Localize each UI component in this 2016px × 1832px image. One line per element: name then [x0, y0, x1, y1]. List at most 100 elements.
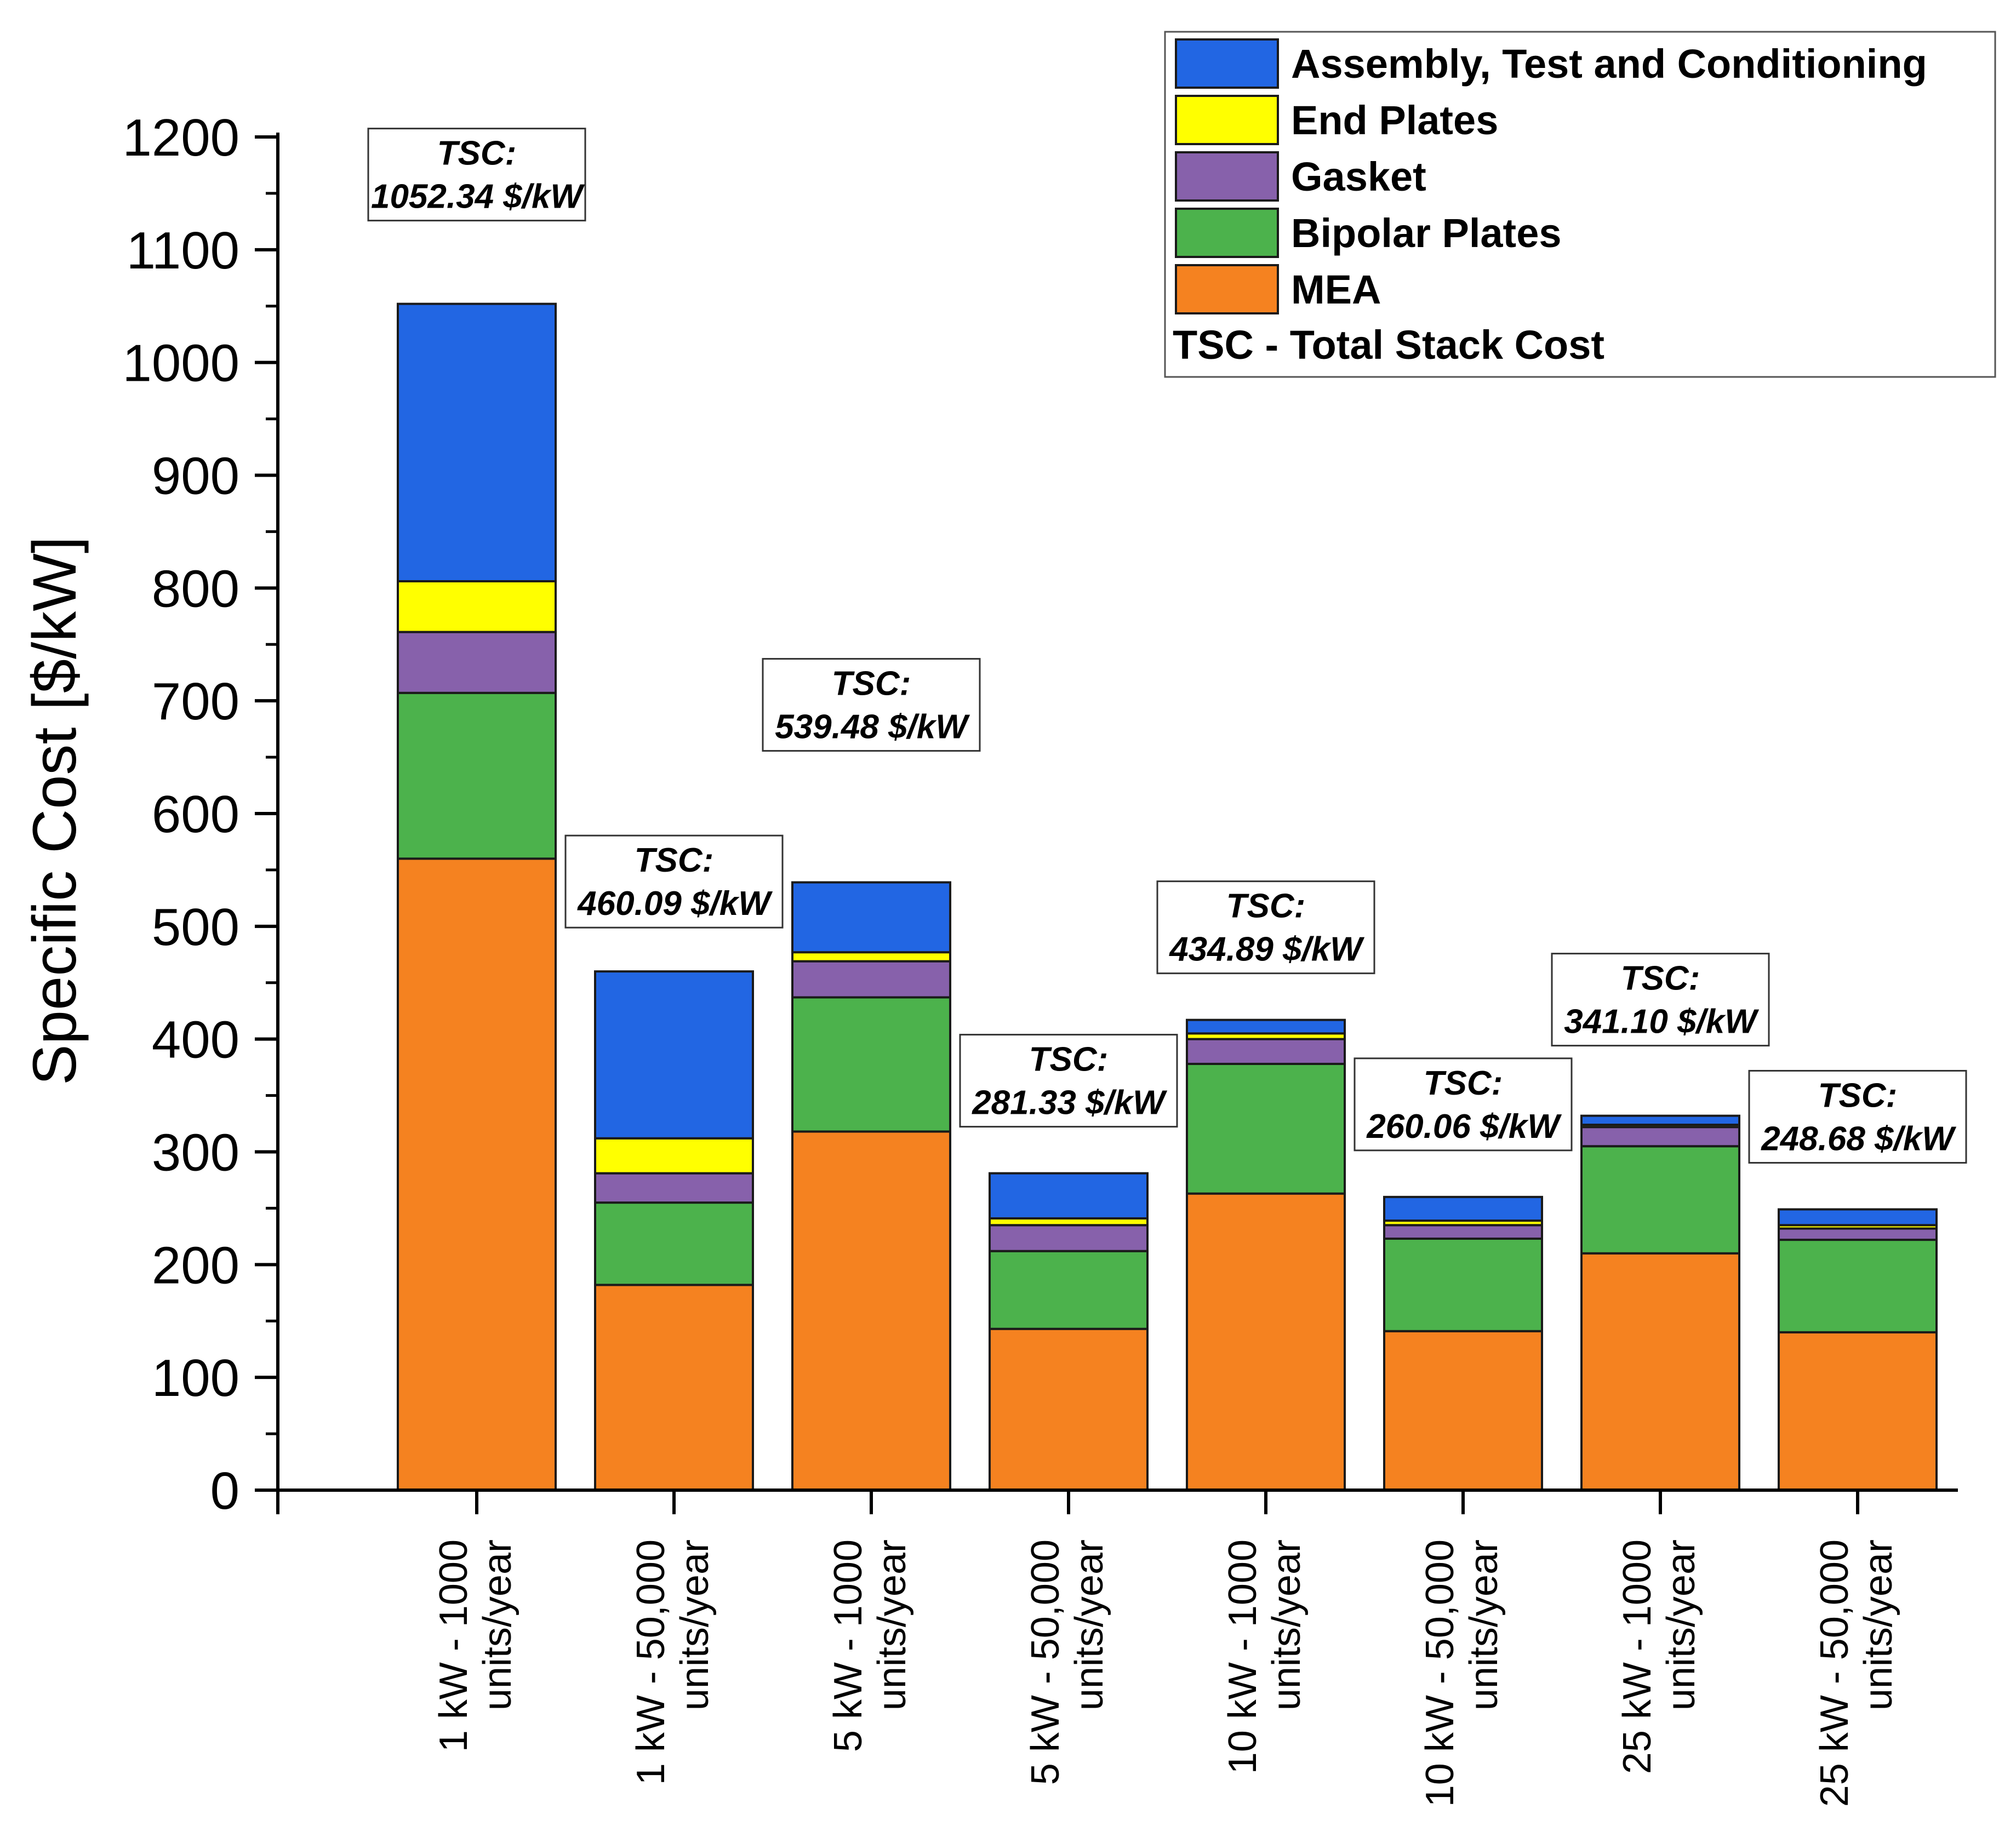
- bar-segment: [594, 970, 754, 1140]
- bar-segment: [1778, 1227, 1938, 1241]
- tsc-annotation-title: TSC:: [1818, 1077, 1898, 1114]
- bar-segment: [989, 1224, 1149, 1252]
- legend-swatch: [1175, 151, 1279, 202]
- bar-segment: [1186, 1192, 1346, 1492]
- tsc-annotation-box: [1156, 880, 1375, 975]
- tsc-annotation-value: 248.68 $/kW: [1761, 1120, 1956, 1158]
- x-tick-label: 10 kW - 50,000: [1418, 1539, 1462, 1807]
- legend: TSC - Total Stack Cost Assembly, Test an…: [1164, 31, 1996, 378]
- legend-box: [1164, 31, 1996, 378]
- tsc-annotation-value: 341.10 $/kW: [1564, 1003, 1759, 1041]
- legend-swatch: [1175, 208, 1279, 258]
- x-tick-label: 1 kW - 1000: [432, 1539, 476, 1752]
- legend-label: Gasket: [1291, 154, 1426, 199]
- tsc-annotation-title: TSC:: [635, 841, 714, 879]
- tsc-annotation-title: TSC:: [1029, 1041, 1109, 1079]
- x-tick-label: units/year: [1462, 1539, 1506, 1710]
- bar-segment: [1778, 1208, 1938, 1227]
- bar-segment: [1580, 1252, 1740, 1491]
- bar-segment: [1383, 1237, 1543, 1332]
- tsc-annotation-title: TSC:: [1424, 1064, 1503, 1102]
- y-tick-label: 700: [152, 672, 239, 731]
- bar-segment: [791, 881, 951, 954]
- bar-segment: [791, 996, 951, 1133]
- legend-label: Assembly, Test and Conditioning: [1291, 41, 1927, 87]
- tsc-annotation-box: [1551, 953, 1770, 1047]
- tsc-annotation-value: 260.06 $/kW: [1366, 1108, 1562, 1146]
- legend-swatch: [1175, 95, 1279, 145]
- bar-segment: [594, 1172, 754, 1204]
- y-tick-label: 600: [152, 785, 239, 844]
- bar-segment: [1383, 1330, 1543, 1491]
- tsc-annotation-box: [959, 1034, 1178, 1128]
- tsc-annotation-box: [1748, 1069, 1967, 1164]
- legend-note: TSC - Total Stack Cost: [1173, 322, 1604, 368]
- bar-segment: [1580, 1145, 1740, 1255]
- tsc-annotation-box: [762, 658, 981, 752]
- bar-segment: [1186, 1038, 1346, 1065]
- bar-segment: [1186, 1062, 1346, 1195]
- y-tick-label: 1100: [127, 221, 239, 280]
- bar-segment: [989, 1172, 1149, 1220]
- bar-segment: [397, 691, 557, 860]
- x-tick-label: 5 kW - 50,000: [1024, 1539, 1067, 1785]
- bar-segment: [791, 960, 951, 999]
- legend-label: End Plates: [1291, 98, 1498, 143]
- tsc-annotation-box: [564, 834, 784, 929]
- tsc-annotation-box: [367, 128, 586, 222]
- bar-segment: [791, 1130, 951, 1491]
- x-tick-label: 25 kW - 1000: [1615, 1539, 1659, 1774]
- bar-segment: [397, 857, 557, 1491]
- x-tick-label: 25 kW - 50,000: [1813, 1539, 1857, 1807]
- y-tick-label: 300: [152, 1124, 239, 1182]
- bar-segment: [1383, 1195, 1543, 1222]
- bar-segment: [397, 580, 557, 633]
- tsc-annotation-value: 281.33 $/kW: [972, 1084, 1167, 1122]
- x-tick-label: units/year: [673, 1539, 717, 1710]
- labels-layer: 1 kW - 1000 units/year 1 kW - 50,000 units/…: [432, 1539, 1900, 1807]
- bars-layer: [397, 302, 1938, 1492]
- x-tick-label: 1 kW - 50,000: [629, 1539, 673, 1785]
- tsc-annotation-box: [1353, 1057, 1573, 1152]
- legend-swatch: [1175, 264, 1279, 314]
- tsc-annotation-value: 539.48 $/kW: [775, 708, 970, 746]
- x-tick-label: units/year: [1067, 1539, 1111, 1710]
- tsc-annotation-title: TSC:: [1621, 960, 1700, 998]
- bar-segment: [791, 951, 951, 963]
- x-tick-label: units/year: [476, 1539, 519, 1710]
- x-tick-label: 10 kW - 1000: [1221, 1539, 1265, 1774]
- bar-segment: [594, 1201, 754, 1286]
- y-tick-label: 800: [152, 559, 239, 618]
- bar-segment: [1580, 1126, 1740, 1148]
- bar-segment: [594, 1284, 754, 1491]
- tsc-annotation-title: TSC:: [832, 665, 911, 703]
- bar-segment: [397, 631, 557, 694]
- x-tick-label: units/year: [1659, 1539, 1703, 1710]
- y-tick-label: 900: [152, 447, 239, 506]
- bar-segment: [989, 1327, 1149, 1492]
- bar-segment: [1383, 1224, 1543, 1240]
- y-tick-label: 0: [210, 1462, 239, 1520]
- x-tick-label: units/year: [870, 1539, 914, 1710]
- bar-segment: [1186, 1018, 1346, 1035]
- bar-segment: [594, 1137, 754, 1175]
- y-tick-label: 1200: [122, 108, 239, 167]
- x-tick-label: 5 kW - 1000: [826, 1539, 870, 1752]
- bar-segment: [1580, 1114, 1740, 1126]
- tsc-annotation-value: 460.09 $/kW: [576, 885, 773, 923]
- x-tick-label: units/year: [1857, 1539, 1900, 1710]
- annotations-layer: TSC: 1052.34 $/kW TSC: 460.09 $/kW TSC: 539.4…: [367, 128, 1967, 1164]
- y-tick-label: 1000: [122, 334, 239, 393]
- legend-label: Bipolar Plates: [1291, 210, 1562, 256]
- y-axis-title: Specific Cost [$/kW]: [20, 536, 89, 1085]
- legend-label: MEA: [1291, 267, 1381, 312]
- bar-segment: [989, 1250, 1149, 1330]
- tsc-annotation-title: TSC:: [437, 135, 517, 173]
- tsc-annotation-value: 434.89 $/kW: [1168, 931, 1364, 969]
- y-tick-label: 400: [152, 1011, 239, 1069]
- y-tick-label: 200: [152, 1236, 239, 1295]
- bar-segment: [1778, 1239, 1938, 1333]
- legend-swatch: [1175, 38, 1279, 89]
- y-tick-label: 100: [152, 1349, 239, 1407]
